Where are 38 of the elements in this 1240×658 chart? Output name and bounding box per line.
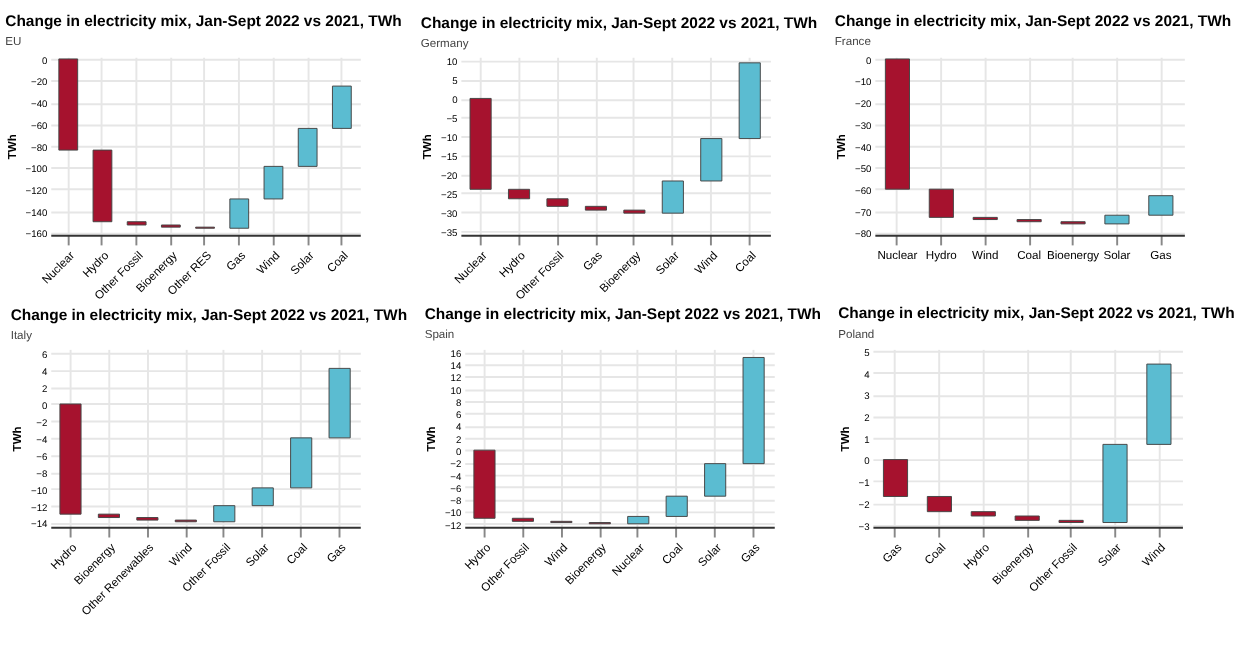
chart-title: Change in electricity mix, Jan-Sept 2022 vs 2021, TWh [420,13,818,32]
bar [742,356,765,465]
bar [704,463,727,497]
bar [331,85,352,129]
bar [928,188,954,218]
chart-title: Change in electricity mix, Jan-Sept 2022 vs 2021, TWh [424,305,822,324]
chart-title: Change in electricity mix, Jan-Sept 2022 vs 2021, TWh [5,12,403,31]
bar [1104,214,1130,225]
bar [546,198,569,207]
bar [290,437,313,489]
bar [665,495,688,517]
bar [1146,363,1172,445]
bar [213,505,236,523]
bar [926,495,952,513]
chart-title: Change in electricity mix, Jan-Sept 2022 vs 2021, TWh [10,305,408,324]
bar [58,58,79,151]
bar [92,149,113,223]
bar [263,165,284,200]
bar [700,138,723,182]
bar [251,487,274,507]
bar [1014,515,1040,521]
bar [1102,443,1128,524]
bar [970,511,996,517]
chart-title: Change in electricity mix, Jan-Sept 2022 vs 2021, TWh [834,12,1232,31]
bar [229,198,250,229]
bar [627,515,650,525]
bar [328,367,351,439]
bar [469,97,492,190]
bar [1148,195,1174,216]
bar [882,459,909,497]
bar [738,62,761,140]
bar [507,188,531,200]
chart-title: Change in electricity mix, Jan-Sept 2022 vs 2021, TWh [838,304,1236,323]
bar [884,58,910,190]
bar [297,127,318,167]
bar [661,180,684,214]
bar [473,449,496,519]
bar [59,403,82,515]
